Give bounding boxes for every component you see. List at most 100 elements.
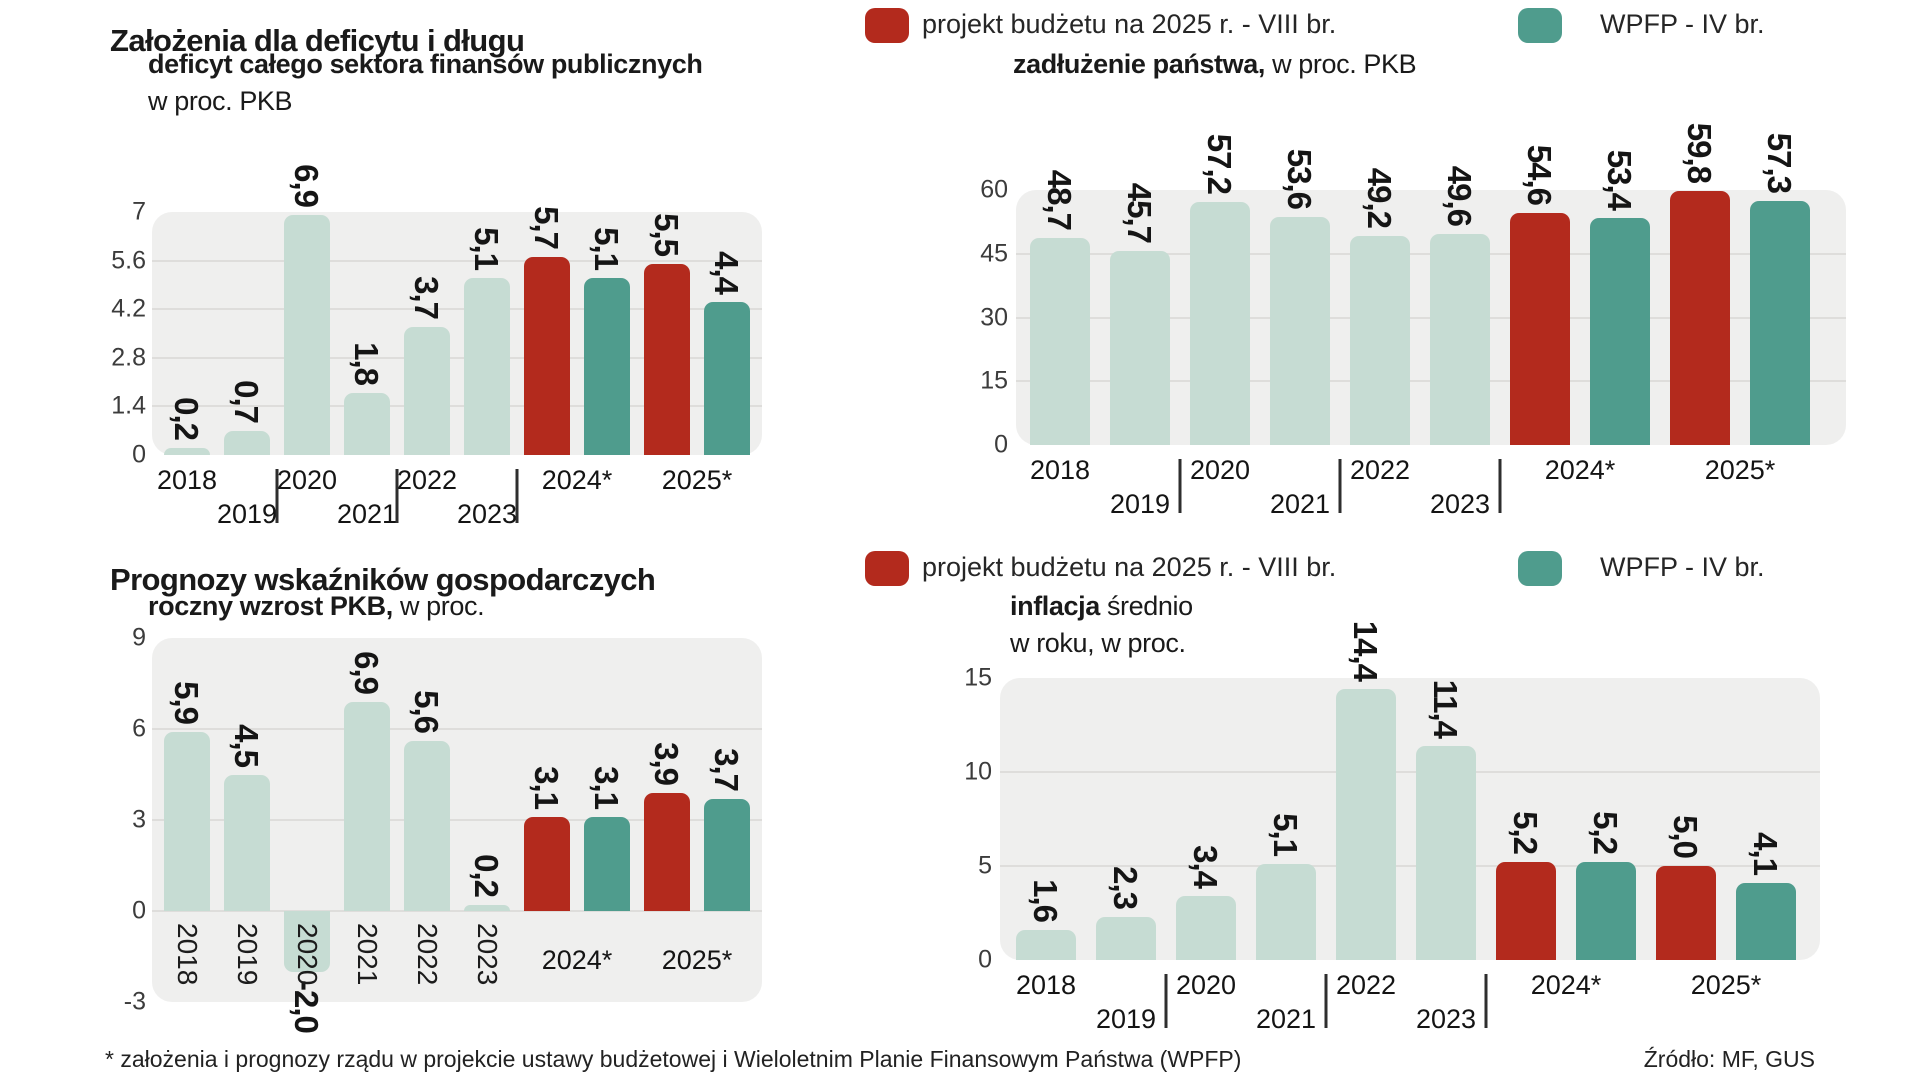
bar-value-label: 3,9 [648, 741, 685, 785]
bar-value-label: 54,6 [1521, 144, 1558, 205]
x-axis-label: 2022 [396, 465, 458, 495]
bar-inflacja-2021-light [1256, 864, 1316, 960]
y-axis-label: 0 [994, 430, 1008, 459]
y-axis-label: 4.2 [111, 294, 146, 323]
legend-label-budget: projekt budżetu na 2025 r. - VIII br. [922, 552, 1337, 582]
bar-value-label: 5,2 [1587, 811, 1624, 855]
gridline [152, 819, 762, 821]
gridline [152, 405, 762, 408]
bar-value-label: 5,2 [1507, 811, 1544, 855]
bar-inflacja-2018-light [1016, 929, 1076, 960]
bar-value-label: 14,4 [1347, 621, 1384, 682]
y-axis-label: 10 [964, 757, 992, 786]
bar-pkb-2025*-red [644, 792, 690, 911]
bar-dlug-2025*-teal [1750, 201, 1810, 445]
bar-deficyt-2024*-teal [584, 277, 630, 455]
y-axis-label: -3 [123, 987, 146, 1016]
gridline [1016, 316, 1846, 319]
bar-value-label: 5,1 [468, 227, 505, 270]
x-axis-label: 2025* [1690, 970, 1762, 1000]
bar-value-label: 57,2 [1201, 133, 1238, 194]
bar-value-label: 49,2 [1361, 167, 1398, 228]
y-axis-label: 15 [980, 366, 1008, 395]
bar-value-label: 45,7 [1121, 182, 1158, 243]
bar-value-label: 3,7 [408, 275, 445, 319]
section1-title: Założenia dla deficytu i długu [110, 22, 525, 58]
x-axis-label: 2021 [1269, 489, 1331, 519]
y-axis-label: 30 [980, 303, 1008, 331]
bar-value-label: 1,8 [348, 341, 385, 385]
bar-inflacja-2024*-red [1496, 862, 1556, 960]
y-axis-label: 3 [132, 805, 146, 834]
x-axis-label: 2018 [1029, 455, 1091, 485]
y-axis-label: 45 [980, 239, 1008, 268]
y-axis-label: 7 [132, 197, 146, 226]
gridline [1016, 380, 1846, 383]
x-axis-label: 2021 [1255, 1004, 1317, 1034]
gridline [152, 308, 762, 311]
bar-value-label: 0,2 [468, 854, 505, 897]
section2-title: Prognozy wskaźników gospodarczych [110, 561, 656, 597]
bar-value-label: 3,4 [1187, 845, 1224, 889]
y-axis-label: 5.6 [111, 246, 146, 275]
plot-area [152, 212, 762, 455]
gridline [1000, 771, 1820, 773]
x-axis-label: 2024* [541, 465, 613, 495]
x-axis-label: 2019 [216, 499, 278, 529]
x-axis-label: 2018 [1015, 970, 1077, 1000]
axis-divider-tick [275, 469, 279, 523]
bar-inflacja-2019-light [1096, 916, 1156, 960]
bar-dlug-2025*-red [1670, 190, 1730, 445]
x-axis-label: 2020 [276, 465, 338, 495]
bar-value-label: 5,9 [168, 681, 205, 725]
y-axis-label: 60 [980, 175, 1008, 204]
bar-pkb-2021-light [344, 701, 390, 911]
x-axis-label: 2018 [156, 465, 218, 495]
y-axis-label: 15 [964, 663, 992, 692]
bar-deficyt-2018-light [164, 448, 210, 455]
axis-divider-tick [395, 469, 399, 523]
x-axis-label-rotated: 2021 [352, 923, 383, 986]
bar-value-label: 4,1 [1747, 832, 1784, 875]
bar-deficyt-2024*-red [524, 257, 570, 455]
bar-pkb-2025*-teal [704, 798, 750, 911]
footnote: * założenia i prognozy rządu w projekcie… [105, 1046, 1242, 1072]
bar-value-label: 3,1 [528, 766, 565, 809]
bar-pkb-2020-light [284, 911, 330, 972]
bar-value-label: 5,5 [648, 213, 685, 257]
bar-value-label: -2,0 [288, 979, 325, 1033]
bar-value-label: 3,7 [708, 747, 745, 791]
x-axis-label: 2025* [1704, 455, 1776, 485]
bar-value-label: 2,3 [1107, 865, 1144, 909]
y-axis-label: 1.4 [111, 391, 146, 420]
x-axis-label-rotated: 2023 [472, 923, 503, 986]
bar-dlug-2022-light [1350, 235, 1410, 445]
x-axis-label-rotated: 2020 [292, 923, 323, 986]
bar-value-label: 6,9 [288, 164, 325, 208]
axis-divider-tick [1484, 974, 1488, 1028]
gridline [1000, 865, 1820, 867]
x-axis-label: 2020 [1175, 970, 1237, 1000]
bar-value-label: 5,6 [408, 690, 445, 734]
bar-value-label: 49,6 [1441, 165, 1478, 227]
bar-dlug-2018-light [1030, 238, 1090, 445]
x-axis-label: 2024* [1544, 455, 1616, 485]
bar-dlug-2024*-red [1510, 212, 1570, 445]
bar-inflacja-2024*-teal [1576, 862, 1636, 960]
bar-inflacja-2025*-red [1656, 866, 1716, 960]
bar-deficyt-2022-light [404, 326, 450, 455]
bar-value-label: 5,7 [528, 206, 565, 250]
gridline [152, 259, 762, 262]
axis-divider-tick [1338, 459, 1342, 513]
y-axis-label: 0 [132, 896, 146, 925]
y-axis-label: 9 [132, 623, 146, 652]
legend-label-budget: projekt budżetu na 2025 r. - VIII br. [922, 9, 1337, 39]
bar-pkb-2019-light [224, 774, 270, 911]
legend-label-wpfp: WPFP - IV br. [1600, 552, 1765, 582]
bar-value-label: 4,4 [708, 251, 745, 295]
